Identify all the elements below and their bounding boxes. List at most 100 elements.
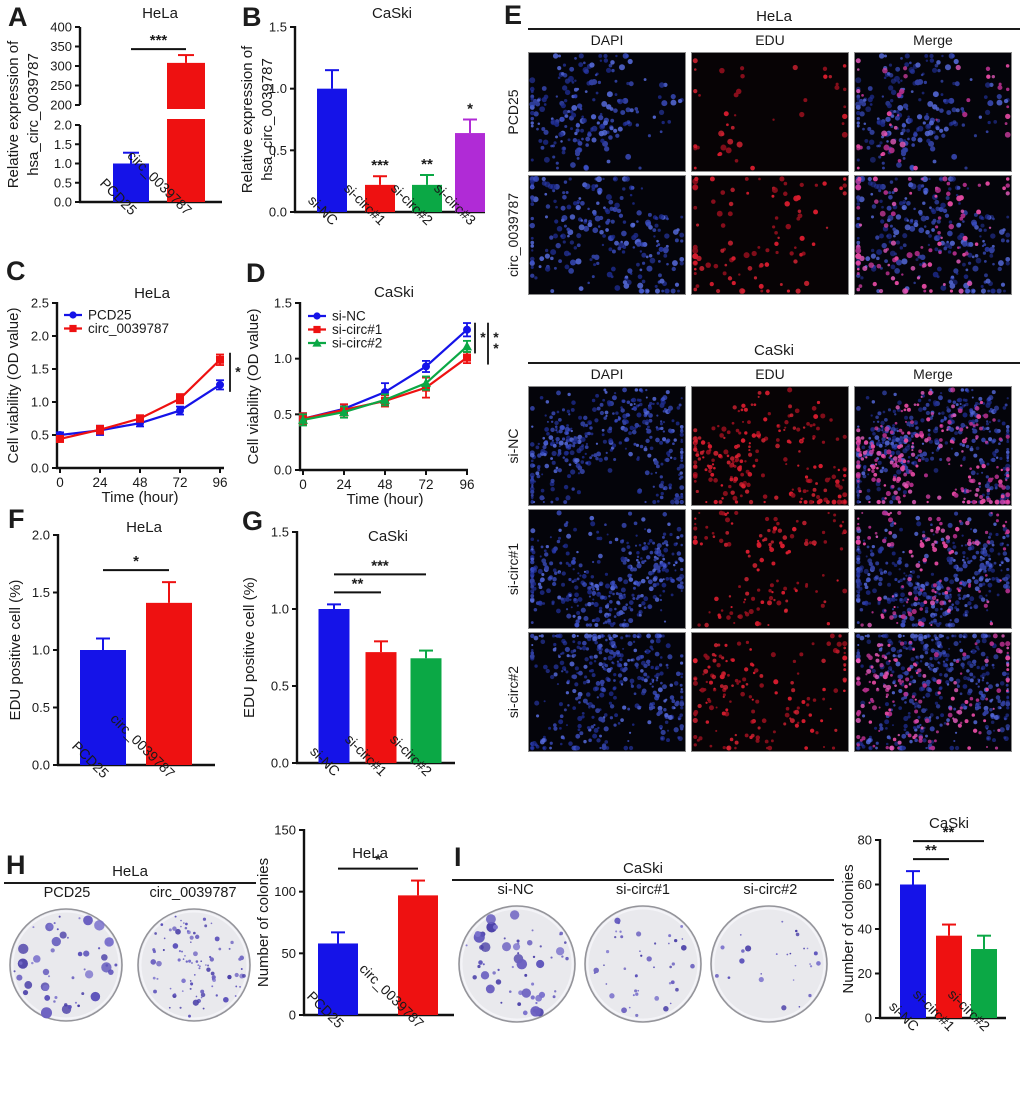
svg-text:2.0: 2.0 (54, 118, 72, 133)
svg-text:**: ** (421, 156, 433, 173)
svg-text:48: 48 (132, 475, 147, 490)
svg-text:0.5: 0.5 (274, 407, 292, 422)
micrograph-row: si-circ#1 (502, 509, 1020, 629)
svg-text:2.0: 2.0 (32, 528, 50, 543)
svg-text:Cell viability (OD value): Cell viability (OD value) (245, 309, 262, 465)
dish-label: PCD25 (43, 885, 91, 901)
svg-text:1.5: 1.5 (54, 137, 72, 152)
svg-text:*: * (467, 101, 473, 118)
edu-assay-hela: HeLa DAPI EDU Merge PCD25 circ_0039787 (502, 8, 1020, 298)
svg-text:Relative expression of: Relative expression of (5, 40, 22, 188)
panel-b-chart: 0.0 0.5 1.0 1.5 CaSki Relative expression of h… (239, 5, 485, 228)
svg-text:0.5: 0.5 (54, 175, 72, 190)
svg-text:hsa_circ_0039787: hsa_circ_0039787 (25, 53, 42, 176)
micrograph-caski-si-circ#1-dapi (528, 509, 686, 629)
svg-text:2.0: 2.0 (31, 329, 49, 344)
svg-text:400: 400 (50, 20, 72, 35)
micrograph-caski-si-circ#2-edu (691, 632, 849, 752)
micrograph-hela-PCD25-merge (854, 52, 1012, 172)
svg-text:1.0: 1.0 (32, 643, 50, 658)
svg-text:0.0: 0.0 (274, 463, 292, 478)
svg-text:0.0: 0.0 (31, 461, 49, 476)
dish-labels: PCD25 circ_0039787 (4, 885, 256, 901)
svg-text:72: 72 (418, 477, 433, 492)
svg-text:50: 50 (282, 946, 296, 961)
panel-e-letter: E (504, 0, 523, 30)
svg-text:20: 20 (858, 966, 872, 981)
panel-e-edu-assay: E HeLa DAPI EDU Merge PCD25 circ_0039787 … (502, 0, 1020, 790)
micrograph-hela-circ_0039787-dapi (528, 175, 686, 295)
micrograph-row: si-NC (502, 386, 1020, 506)
cell-line-title: CaSki (753, 342, 794, 359)
svg-text:*: * (480, 329, 486, 345)
svg-text:Cell viability (OD value): Cell viability (OD value) (5, 308, 22, 464)
svg-text:Number of colonies: Number of colonies (840, 864, 857, 993)
channel-headers: DAPI EDU Merge (528, 30, 1020, 52)
svg-text:hsa_circ_0039787: hsa_circ_0039787 (259, 58, 276, 181)
dish-row (4, 906, 256, 1024)
panel-c-letter: C (6, 256, 26, 286)
svg-text:1.0: 1.0 (54, 156, 72, 171)
svg-text:0.5: 0.5 (271, 679, 289, 694)
panel-h-colony-formation: H HeLa PCD25 circ_0039787 (4, 852, 256, 1024)
svg-text:24: 24 (336, 477, 352, 492)
cell-line-title: HeLa (756, 8, 792, 25)
panel-a-chart: 200 250 300 350 400 0.0 0.5 1.0 1.5 2.0 HeLa Relati… (5, 5, 222, 218)
panel-g-letter: G (242, 506, 264, 536)
svg-text:1.5: 1.5 (269, 20, 287, 35)
svg-text:0.5: 0.5 (32, 700, 50, 715)
svg-text:***: *** (371, 557, 389, 574)
svg-text:24: 24 (92, 475, 108, 490)
divider (528, 28, 1020, 30)
svg-text:HeLa: HeLa (142, 5, 179, 22)
dish-label: si-circ#2 (743, 882, 798, 898)
panel-h-letter: H (6, 850, 26, 880)
panel-c-chart: 0.0 0.5 1.0 1.5 2.0 2.5 0 24 48 72 96 Time (hour) Ce… (5, 285, 241, 506)
svg-text:40: 40 (858, 922, 872, 937)
cell-line-title: CaSki (622, 860, 663, 877)
panel-d-letter: D (246, 258, 266, 288)
svg-text:96: 96 (212, 475, 227, 490)
svg-text:**: ** (943, 824, 955, 841)
svg-text:1.5: 1.5 (32, 585, 50, 600)
channel-headers: DAPI EDU Merge (528, 364, 1020, 386)
svg-text:200: 200 (50, 98, 72, 113)
dish-label: si-NC (497, 882, 534, 898)
petri-dish-circ-0039787 (137, 908, 251, 1022)
dish-label: si-circ#1 (616, 882, 670, 898)
svg-text:HeLa: HeLa (126, 519, 163, 536)
svg-text:circ_0039787: circ_0039787 (88, 321, 169, 336)
svg-text:0.0: 0.0 (269, 205, 287, 220)
micrograph-hela-PCD25-dapi (528, 52, 686, 172)
dish-labels: si-NC si-circ#1 si-circ#2 (452, 882, 834, 898)
svg-text:**: ** (925, 842, 937, 859)
micrograph-row: PCD25 (502, 52, 1020, 172)
svg-text:CaSki: CaSki (372, 5, 412, 22)
svg-text:1.0: 1.0 (31, 395, 49, 410)
svg-text:Time (hour): Time (hour) (347, 491, 424, 508)
svg-text:0.0: 0.0 (32, 758, 50, 773)
column-header-dapi: DAPI (590, 366, 624, 382)
panel-a-letter: A (8, 2, 28, 32)
svg-text:48: 48 (377, 477, 392, 492)
svg-text:HeLa: HeLa (134, 285, 171, 302)
svg-text:*: * (235, 363, 241, 379)
svg-text:0.5: 0.5 (31, 428, 49, 443)
svg-text:0: 0 (289, 1008, 296, 1023)
svg-text:0: 0 (299, 477, 307, 492)
svg-text:si-circ#1: si-circ#1 (332, 322, 382, 337)
svg-text:si-circ#2: si-circ#2 (332, 336, 382, 351)
svg-text:*: * (493, 340, 499, 356)
micrograph-caski-si-NC-dapi (528, 386, 686, 506)
svg-text:250: 250 (50, 78, 72, 93)
svg-text:CaSki: CaSki (374, 284, 414, 301)
svg-text:0.5: 0.5 (269, 143, 287, 158)
svg-text:1.0: 1.0 (269, 81, 287, 96)
svg-text:60: 60 (858, 877, 872, 892)
svg-text:CaSki: CaSki (929, 815, 969, 832)
svg-text:*: * (375, 852, 381, 869)
